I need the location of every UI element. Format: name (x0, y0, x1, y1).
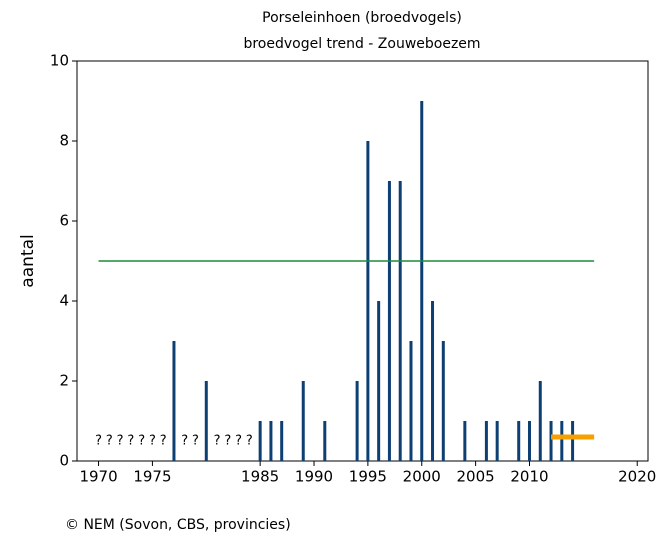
y-tick-label: 8 (59, 132, 69, 150)
y-tick-label: 4 (59, 292, 69, 310)
missing-marker: ? (235, 434, 242, 449)
bar (560, 421, 564, 461)
bar (204, 381, 208, 461)
bar (269, 421, 273, 461)
y-tick-label: 6 (59, 212, 69, 230)
bar (431, 301, 435, 461)
y-tick-label: 10 (50, 52, 69, 70)
missing-marker: ? (214, 434, 221, 449)
bar (301, 381, 305, 461)
x-tick-label: 2020 (618, 468, 656, 486)
x-tick-label: 2005 (457, 468, 495, 486)
bar (463, 421, 467, 461)
bar (323, 421, 327, 461)
x-tick-label: 1970 (79, 468, 117, 486)
missing-marker: ? (127, 434, 134, 449)
bar (549, 421, 553, 461)
bar (484, 421, 488, 461)
x-tick-label: 1975 (133, 468, 171, 486)
missing-marker: ? (95, 434, 102, 449)
bar (280, 421, 284, 461)
missing-marker: ? (192, 434, 199, 449)
bar (527, 421, 531, 461)
bar (172, 341, 176, 461)
x-tick-label: 2000 (403, 468, 441, 486)
x-tick-label: 1990 (295, 468, 333, 486)
x-tick-label: 1985 (241, 468, 279, 486)
bar (420, 101, 424, 461)
missing-marker: ? (181, 434, 188, 449)
bar (366, 141, 370, 461)
plot-frame (76, 60, 649, 462)
missing-marker: ? (106, 434, 113, 449)
bar (377, 301, 381, 461)
y-axis-label: aantal (18, 234, 38, 287)
x-tick-label: 2010 (510, 468, 548, 486)
missing-marker: ? (117, 434, 124, 449)
y-tick-label: 0 (59, 452, 69, 470)
chart-subtitle: broedvogel trend - Zouweboezem (243, 36, 480, 52)
y-tick-label: 2 (59, 372, 69, 390)
chart-title: Porseleinhoen (broedvogels) (262, 10, 462, 26)
bar (538, 381, 542, 461)
bar (441, 341, 445, 461)
missing-marker: ? (160, 434, 167, 449)
bar (398, 181, 402, 461)
missing-marker: ? (224, 434, 231, 449)
bar (258, 421, 262, 461)
bar (355, 381, 359, 461)
missing-marker: ? (138, 434, 145, 449)
bar (495, 421, 499, 461)
bar (409, 341, 413, 461)
x-tick-label: 1995 (349, 468, 387, 486)
bar (517, 421, 521, 461)
footer: © NEM (Sovon, CBS, provincies) (65, 517, 291, 533)
missing-marker: ? (246, 434, 253, 449)
bar (387, 181, 391, 461)
bar (571, 421, 575, 461)
missing-marker: ? (149, 434, 156, 449)
